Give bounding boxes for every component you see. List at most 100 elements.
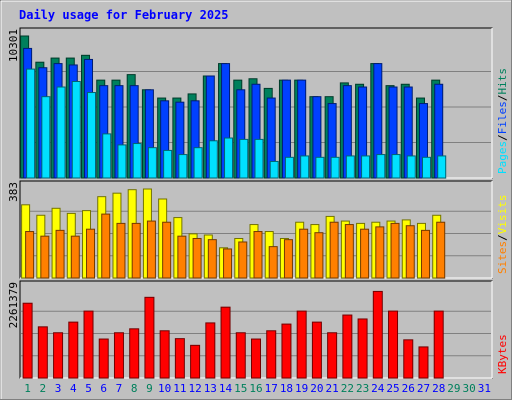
x-tick-label-3: 3 [55,382,62,395]
x-tick-label-8: 8 [131,382,138,395]
panels-group: 10301 Pages/Files/Hits 383 Sites/Visits 2261… [7,27,509,379]
x-tick-label-31: 31 [478,382,491,395]
bar-sites-day-13 [207,239,217,279]
bar-pages-day-27 [421,156,431,179]
bar-kbytes-day-17 [266,330,277,379]
legend-hits-files-pages: Pages/Files/Hits [496,68,509,174]
x-tick-label-7: 7 [116,382,123,395]
bar-pages-day-2 [41,96,51,179]
x-tick-label-30: 30 [463,382,476,395]
bar-pages-day-9 [147,147,157,179]
bar-sites-day-27 [420,229,430,279]
y-max-label: 10301 [7,29,20,62]
bar-pages-day-14 [224,137,234,179]
bar-kbytes-day-6 [98,338,109,379]
bar-kbytes-day-23 [357,318,368,379]
bar-kbytes-day-19 [296,310,307,379]
x-tick-label-6: 6 [100,382,107,395]
bar-sites-day-12 [192,237,202,279]
legend-item-files: Files [496,101,509,134]
bar-sites-day-1 [25,231,35,279]
bar-sites-day-5 [86,228,96,279]
x-tick-label-22: 22 [341,382,354,395]
x-tick-label-25: 25 [386,382,399,395]
bar-kbytes-day-1 [22,302,33,379]
x-tick-label-18: 18 [280,382,293,395]
bar-pages-day-23 [361,155,371,179]
bar-kbytes-day-21 [327,332,338,379]
bar-sites-day-15 [238,241,248,279]
bar-kbytes-day-13 [205,322,216,379]
bar-pages-day-10 [163,149,173,179]
y-max-label: 383 [7,182,20,202]
bar-sites-day-16 [253,231,263,279]
x-tick-label-17: 17 [265,382,278,395]
bar-sites-day-22 [344,224,354,279]
x-tick-label-29: 29 [447,382,460,395]
bar-pages-day-4 [71,81,81,179]
legend-kbytes: KBytes [496,334,509,374]
bar-sites-day-17 [268,246,278,279]
bar-sites-day-28 [436,221,446,279]
x-tick-label-21: 21 [326,382,339,395]
bar-kbytes-day-9 [144,296,155,379]
bar-kbytes-day-8 [129,328,140,379]
bar-pages-day-13 [208,140,218,179]
bar-sites-day-3 [55,229,65,279]
bar-kbytes-day-26 [403,339,414,379]
bar-pages-day-1 [26,68,36,179]
bar-kbytes-day-28 [433,310,444,379]
panel-hits-files-pages: 10301 Pages/Files/Hits [7,27,509,179]
bar-pages-day-21 [330,156,340,179]
bar-sites-day-18 [283,239,293,279]
bar-pages-day-5 [87,92,97,179]
bar-pages-day-6 [102,133,112,179]
y-max-label: 2261379 [7,282,20,328]
x-tick-label-28: 28 [432,382,445,395]
bar-pages-day-7 [117,144,127,179]
bar-pages-day-15 [239,138,249,179]
x-tick-label-10: 10 [158,382,171,395]
bar-sites-day-8 [131,222,141,279]
x-tick-label-16: 16 [249,382,262,395]
bar-sites-day-11 [177,235,187,279]
bar-pages-day-24 [376,154,386,179]
x-tick-label-2: 2 [40,382,47,395]
x-tick-label-27: 27 [417,382,430,395]
bar-sites-day-2 [40,235,50,279]
legend-item-hits: Hits [496,68,509,95]
legend-item-sites: Sites [496,241,509,274]
bar-pages-day-20 [315,156,325,179]
bar-kbytes-day-24 [372,290,383,379]
x-tick-label-12: 12 [188,382,201,395]
legend-item-kbytes: KBytes [496,334,509,374]
x-tick-label-1: 1 [24,382,31,395]
x-tick-label-9: 9 [146,382,153,395]
bar-kbytes-day-15 [235,332,246,379]
legend-item-visits: Visits [496,195,509,235]
bar-kbytes-day-5 [83,310,94,379]
bar-kbytes-day-2 [37,326,48,379]
bar-kbytes-day-7 [113,332,124,379]
bar-sites-day-23 [360,228,370,279]
bar-sites-day-6 [101,213,111,279]
x-tick-label-15: 15 [234,382,247,395]
x-tick-label-20: 20 [310,382,323,395]
bar-pages-day-25 [391,154,401,179]
legend-item-pages: Pages [496,141,509,174]
bar-sites-day-26 [405,225,415,279]
bar-kbytes-day-16 [251,338,261,379]
bar-kbytes-day-14 [220,306,231,379]
x-tick-label-11: 11 [173,382,186,395]
bar-kbytes-day-4 [68,321,79,379]
x-tick-label-4: 4 [70,382,77,395]
x-tick-label-19: 19 [295,382,308,395]
bar-sites-day-9 [146,220,156,279]
bar-sites-day-10 [162,221,172,279]
bar-sites-day-24 [375,226,385,279]
bar-sites-day-21 [329,221,339,279]
bar-pages-day-26 [406,155,416,179]
bar-kbytes-day-25 [388,310,399,379]
x-tick-label-24: 24 [371,382,385,395]
legend-visits-sites: Sites/Visits [496,195,509,275]
